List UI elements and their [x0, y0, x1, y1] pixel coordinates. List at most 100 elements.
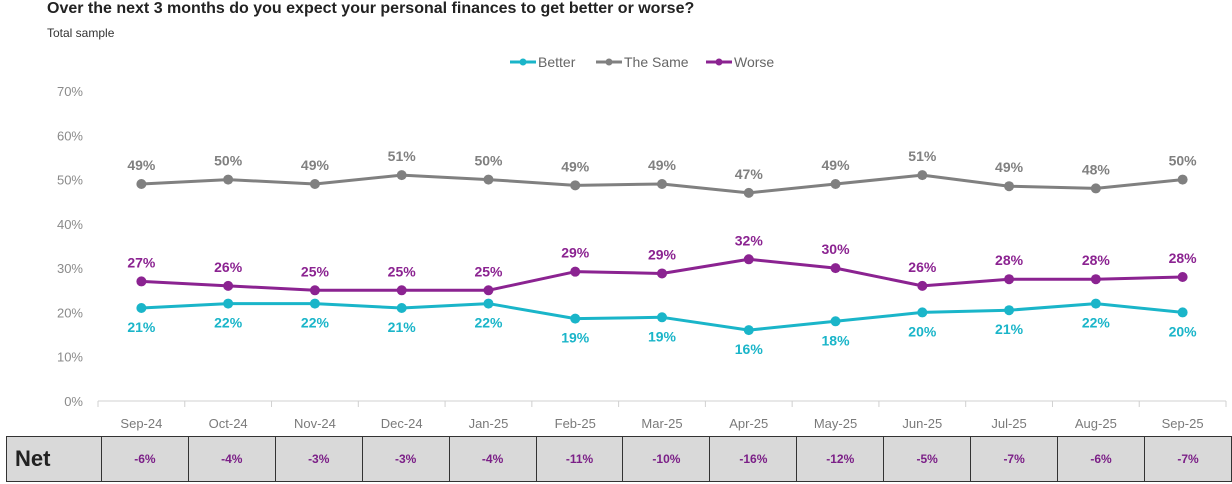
y-tick-label: 60% — [57, 128, 83, 143]
data-label: 49% — [301, 157, 330, 173]
data-label: 22% — [301, 315, 330, 331]
data-point — [223, 298, 234, 309]
data-label: 50% — [1169, 153, 1198, 169]
y-tick-label: 30% — [57, 261, 83, 276]
y-tick-label: 40% — [57, 217, 83, 232]
net-table: Net -6% -4% -3% -3% -4% -11% -10% -16% -12% -5% -7… — [6, 436, 1232, 482]
data-label: 18% — [822, 332, 851, 348]
y-tick-label: 50% — [57, 173, 83, 188]
data-point — [570, 266, 581, 277]
data-label: 50% — [474, 153, 503, 169]
data-label: 51% — [908, 148, 937, 164]
data-label: 16% — [735, 341, 764, 357]
data-label: 20% — [908, 323, 937, 339]
x-tick-label: Jan-25 — [469, 416, 509, 431]
legend-item-worse: Worse — [706, 54, 774, 70]
legend-item-better: Better — [510, 54, 576, 70]
net-cell: -7% — [970, 436, 1059, 482]
data-label: 49% — [995, 159, 1024, 175]
data-point — [830, 316, 841, 327]
net-cell: -5% — [883, 436, 972, 482]
legend-label: The Same — [624, 54, 689, 70]
x-tick-label: Feb-25 — [555, 416, 596, 431]
legend-item-the-same: The Same — [596, 54, 689, 70]
x-tick-label: Oct-24 — [209, 416, 248, 431]
x-tick-label: May-25 — [814, 416, 857, 431]
chart-subtitle: Total sample — [47, 26, 115, 40]
x-tick-label: Apr-25 — [729, 416, 768, 431]
data-point — [483, 285, 494, 296]
net-cell: -11% — [535, 436, 624, 482]
data-point — [1004, 305, 1015, 316]
data-point — [309, 285, 320, 296]
data-label: 28% — [1082, 252, 1111, 268]
data-point — [309, 298, 320, 309]
data-label: 25% — [474, 263, 503, 279]
data-point — [570, 180, 581, 191]
x-tick-label: Sep-25 — [1162, 416, 1204, 431]
data-label: 28% — [1169, 250, 1198, 266]
data-point — [1090, 183, 1101, 194]
data-label: 49% — [822, 157, 851, 173]
data-label: 32% — [735, 232, 764, 248]
net-cell: -6% — [1057, 436, 1145, 482]
data-label: 50% — [214, 153, 243, 169]
data-point — [657, 179, 667, 189]
net-cell: -3% — [274, 436, 363, 482]
data-point — [1177, 307, 1188, 318]
data-point — [483, 174, 494, 185]
y-tick-label: 10% — [57, 350, 83, 365]
legend-swatch-marker — [605, 58, 613, 66]
legend-label: Worse — [734, 54, 774, 70]
data-label: 27% — [127, 254, 156, 270]
data-point — [657, 312, 667, 323]
data-point — [657, 268, 667, 279]
data-label: 48% — [1082, 161, 1111, 177]
data-point — [483, 298, 494, 309]
data-point — [1177, 272, 1188, 282]
data-point — [136, 276, 147, 287]
data-label: 28% — [995, 252, 1024, 268]
net-cell: -7% — [1144, 436, 1232, 482]
chart-title: Over the next 3 months do you expect you… — [47, 0, 695, 17]
data-label: 21% — [127, 319, 156, 335]
data-point — [743, 187, 754, 198]
net-cell: -12% — [796, 436, 885, 482]
data-label: 30% — [822, 241, 851, 257]
legend-swatch-marker — [519, 58, 527, 66]
data-point — [1004, 181, 1015, 192]
data-label: 22% — [214, 315, 243, 331]
data-point — [917, 307, 928, 318]
x-tick-label: Jul-25 — [991, 416, 1026, 431]
data-point — [396, 285, 407, 296]
x-tick-label: Dec-24 — [381, 416, 423, 431]
data-label: 20% — [1169, 323, 1198, 339]
data-point — [1090, 298, 1101, 309]
series-layer: 21% 22% 22% 21% 22% 19% 19% 16% 18% 20% 21% 22% 20% 4… — [127, 148, 1197, 357]
x-tick-label: Jun-25 — [902, 416, 942, 431]
net-cell: -4% — [448, 436, 537, 482]
legend-swatch-marker — [715, 58, 723, 66]
data-point — [396, 303, 407, 313]
net-cell: -16% — [709, 436, 798, 482]
x-tick-label: Sep-24 — [120, 416, 162, 431]
data-point — [136, 303, 147, 313]
series-worse: 27% 26% 25% 25% 25% 29% 29% 32% 30% 26% 28% 28% 28% — [127, 232, 1198, 296]
y-tick-label: 0% — [64, 394, 83, 409]
data-point — [136, 179, 147, 189]
data-point — [223, 174, 234, 185]
data-point — [396, 170, 407, 181]
data-point — [1177, 174, 1188, 185]
net-cell: -4% — [187, 436, 276, 482]
data-point — [1004, 274, 1015, 285]
data-point — [570, 313, 581, 324]
data-point — [830, 179, 841, 189]
series-better: 21% 22% 22% 21% 22% 19% 19% 16% 18% 20% 21% 22% 20% — [127, 298, 1198, 357]
data-label: 29% — [561, 245, 590, 261]
legend-label: Better — [538, 54, 576, 70]
data-label: 25% — [388, 263, 417, 279]
data-point — [830, 263, 841, 274]
data-label: 26% — [214, 259, 243, 275]
data-label: 21% — [388, 319, 417, 335]
data-label: 26% — [908, 259, 937, 275]
